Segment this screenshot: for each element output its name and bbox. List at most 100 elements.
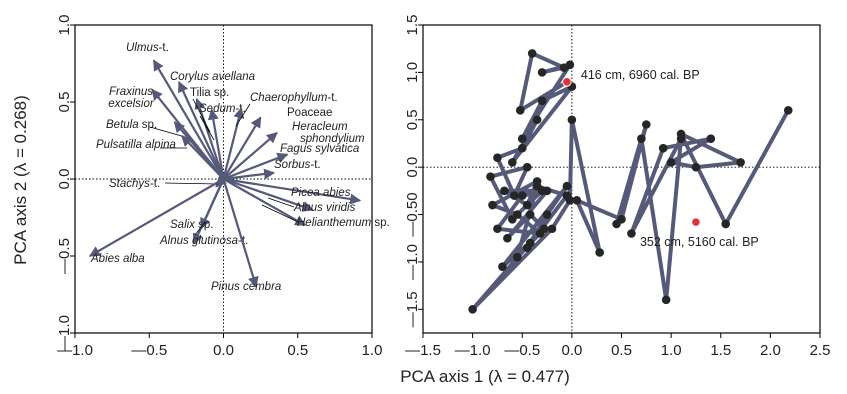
sample-point bbox=[547, 224, 557, 234]
sample-point bbox=[565, 60, 575, 70]
vector-leader-helianthemum-sp bbox=[261, 204, 299, 223]
vector-label-heracleum-sphondylium: Heracleum sphondylium bbox=[292, 121, 365, 145]
vector-label-alnus-glutinosa-t: Alnus glutinosa-t. bbox=[159, 235, 248, 247]
vector-label-part: Sedum bbox=[199, 103, 236, 115]
sample-point bbox=[537, 68, 547, 77]
vector-arrow-heracleum-sphondylium bbox=[222, 131, 278, 180]
biplot-y-tick-label: 1.0 bbox=[56, 15, 73, 36]
sample-point bbox=[572, 196, 582, 205]
sample-point bbox=[783, 105, 793, 115]
sample-point bbox=[539, 224, 549, 234]
highlighted-sample-point bbox=[691, 217, 701, 227]
sample-point bbox=[510, 191, 519, 200]
vector-label-salix-sp: Salix sp. bbox=[170, 219, 213, 231]
sample-point bbox=[517, 191, 527, 200]
vector-label-poaceae: Poaceae bbox=[287, 107, 332, 119]
y-axis-label: PCA axis 2 (λ = 0.268) bbox=[11, 95, 30, 265]
trajectory-line bbox=[470, 51, 791, 312]
trajectory-y-tick-label: 0.5 bbox=[404, 109, 421, 130]
vector-label-fraxinus-excelsior: Fraxinus excelsior bbox=[108, 86, 155, 110]
vector-label-part: Alnus glutinosa bbox=[159, 235, 238, 247]
vector-label-helianthemum-sp: Helianthemum sp. bbox=[297, 217, 390, 229]
highlight-annotation: 416 cm, 6960 cal. BP bbox=[581, 68, 700, 82]
biplot-x-tick-label: 1.0 bbox=[362, 342, 383, 359]
sample-point bbox=[691, 162, 701, 172]
vector-arrow-sorbus-t bbox=[223, 168, 276, 181]
vector-label-part: Corylus avellana bbox=[170, 71, 255, 83]
vector-label-line: Fraxinus bbox=[109, 86, 153, 98]
sample-point bbox=[522, 162, 532, 172]
vector-label-abies-alba: Abies alba bbox=[90, 253, 145, 265]
sample-point bbox=[512, 210, 522, 219]
sample-point bbox=[493, 224, 502, 234]
sample-point bbox=[706, 134, 716, 144]
vector-label-part: Picea abies bbox=[291, 187, 351, 199]
vector-label-part: Pinus cembra bbox=[211, 281, 281, 293]
vector-arrow-abies-alba bbox=[88, 178, 225, 257]
vector-label-part: Tilia bbox=[190, 87, 211, 99]
biplot-x-tick-label: 0.5 bbox=[287, 342, 308, 359]
vector-label-part: sp. bbox=[139, 119, 158, 131]
x-axis-label: PCA axis 1 (λ = 0.477) bbox=[400, 367, 570, 386]
biplot-y-tick-label: —0.5 bbox=[56, 238, 73, 274]
sample-point bbox=[627, 229, 636, 238]
trajectory-y-tick-label: —0.50 bbox=[404, 192, 421, 236]
vector-label-pinus-cembra: Pinus cembra bbox=[211, 281, 281, 293]
vector-arrow-fagus-sylvatica bbox=[223, 152, 289, 181]
vector-arrow-pulsatilla-alpina bbox=[181, 135, 225, 180]
sample-point bbox=[661, 295, 671, 305]
vector-label-betula-sp: Betula sp. bbox=[106, 119, 157, 131]
vector-arrow-alnus-viridis bbox=[223, 177, 314, 212]
sample-point bbox=[503, 233, 512, 243]
sample-point bbox=[637, 134, 646, 144]
vector-label-part: Betula bbox=[106, 119, 139, 131]
vector-arrow-helianthemum-sp bbox=[222, 178, 307, 227]
vector-label-part: Stachys bbox=[109, 178, 150, 190]
sample-point bbox=[537, 96, 547, 106]
biplot-x-tick-label: —0.5 bbox=[131, 342, 167, 359]
trajectory-x-tick-label: 2.5 bbox=[810, 342, 831, 359]
vector-label-ulmus-t: Ulmus-t. bbox=[126, 42, 169, 54]
biplot-x-tick-label: —1.0 bbox=[57, 342, 93, 359]
trajectory-x-tick-label: 1.0 bbox=[661, 342, 682, 359]
trajectory-y-tick-label: 1.5 bbox=[404, 15, 421, 36]
biplot-x-tick-label: 0.0 bbox=[213, 342, 234, 359]
biplot-y-tick-label: 0.5 bbox=[56, 92, 73, 113]
vector-arrow-poaceae bbox=[222, 116, 262, 180]
trajectory-x-tick-label: 0.0 bbox=[561, 342, 582, 359]
vector-label-alnus-viridis: Alnus viridis bbox=[293, 202, 356, 214]
vector-arrow-sedum-t bbox=[207, 108, 225, 180]
sample-point bbox=[527, 49, 537, 58]
sample-point bbox=[542, 186, 552, 196]
vector-label-sedum-t: Sedum-t. bbox=[199, 103, 246, 115]
vector-label-part: Abies alba bbox=[90, 253, 145, 265]
vector-label-tilia-sp: Tilia sp. bbox=[190, 87, 229, 99]
sample-point bbox=[736, 158, 745, 167]
vector-leader-tilia-sp bbox=[192, 98, 211, 133]
vector-label-part: -t. bbox=[159, 42, 169, 54]
trajectory-x-tick-label: —1.5 bbox=[405, 342, 441, 359]
sample-point bbox=[500, 186, 509, 196]
sample-point bbox=[486, 172, 495, 181]
vector-label-fagus-sylvatica: Fagus sylvatica bbox=[280, 143, 359, 155]
trajectory-x-tick-label: 0.5 bbox=[611, 342, 632, 359]
sample-point bbox=[562, 181, 572, 191]
sample-point bbox=[658, 143, 668, 153]
sample-point bbox=[498, 262, 507, 271]
vector-label-part: -t. bbox=[310, 159, 320, 171]
vector-label-chaerophyllum-t: Chaerophyllum-t. bbox=[250, 92, 338, 104]
sample-point bbox=[542, 210, 552, 219]
trajectory-y-tick-label: 1.0 bbox=[404, 62, 421, 83]
vector-label-part: sp. bbox=[195, 219, 214, 231]
vector-label-part: sp. bbox=[371, 217, 390, 229]
vector-label-stachys-t: Stachys-t. bbox=[109, 178, 160, 190]
vector-arrow-pinus-cembra bbox=[222, 178, 259, 288]
sample-trajectory-panel: —1.5 —1.0 —0.5 0.0 0.5 1.0 1.5 2.0 2.5 —1.5 —1.0 —0… bbox=[404, 15, 830, 359]
vector-leader-alnus-viridis bbox=[267, 197, 295, 208]
vector-label-part: Salix bbox=[170, 219, 196, 231]
trajectory-x-tick-label: —0.5 bbox=[504, 342, 540, 359]
vector-leader-stachys-t bbox=[164, 182, 219, 185]
sample-point bbox=[508, 158, 517, 167]
sample-point bbox=[488, 200, 497, 210]
vector-arrow-picea-abies bbox=[223, 177, 362, 205]
